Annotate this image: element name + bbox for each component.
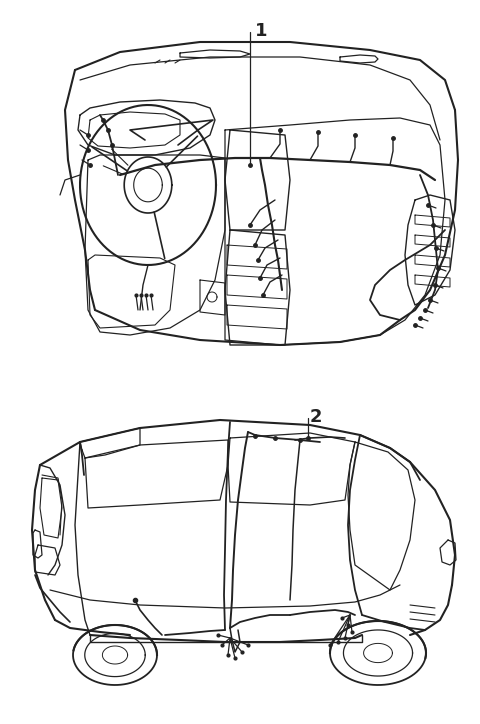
Text: 1: 1 (255, 22, 267, 40)
Text: 2: 2 (310, 408, 323, 426)
